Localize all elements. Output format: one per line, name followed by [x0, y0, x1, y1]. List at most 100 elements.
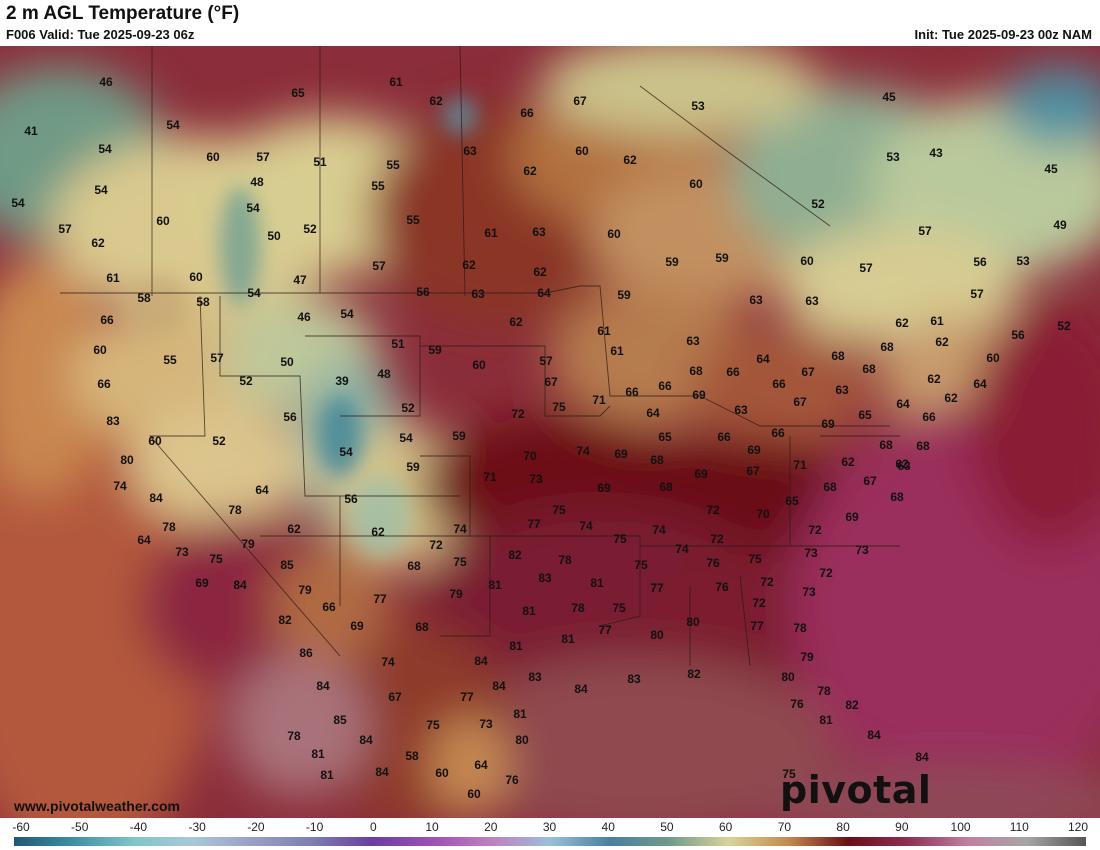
temperature-value: 74 [579, 519, 593, 533]
temperature-value: 59 [617, 288, 631, 302]
temperature-value: 71 [592, 393, 606, 407]
temperature-value: 78 [793, 621, 807, 635]
temperature-value: 63 [463, 144, 477, 158]
temperature-value: 75 [613, 532, 627, 546]
colorbar-tick-label: -30 [188, 820, 206, 834]
temperature-map[interactable]: 46 41 54 54 54 57 62 65 61 62 54 60 57 51 55 48 55 54 60 55… [0, 46, 1100, 818]
colorbar-tick-label: 80 [836, 820, 850, 834]
temperature-value: 82 [687, 667, 701, 681]
temperature-value: 74 [652, 523, 666, 537]
temperature-value: 78 [817, 684, 831, 698]
temperature-value: 45 [1044, 162, 1058, 176]
temperature-value: 54 [246, 201, 260, 215]
temperature-value: 80 [781, 670, 795, 684]
temperature-value: 53 [691, 99, 705, 113]
temperature-value: 68 [689, 364, 703, 378]
temperature-value: 72 [760, 575, 774, 589]
temperature-value: 52 [1057, 319, 1071, 333]
temperature-value: 73 [855, 543, 869, 557]
temperature-value: 62 [841, 455, 855, 469]
temperature-value: 50 [267, 229, 281, 243]
temperature-value: 75 [782, 767, 796, 781]
colorbar-tick-label: 70 [777, 820, 792, 834]
temperature-value: 79 [800, 650, 814, 664]
temperature-value: 62 [895, 316, 909, 330]
colorbar-tick-label: 20 [484, 820, 498, 834]
temperature-value: 60 [435, 766, 449, 780]
temperature-value: 62 [523, 164, 537, 178]
colorbar-tick-label: 110 [1009, 820, 1029, 834]
temperature-value: 57 [970, 287, 984, 301]
temperature-value: 46 [99, 75, 113, 89]
temperature-value: 45 [882, 90, 896, 104]
temperature-value: 61 [610, 344, 624, 358]
temperature-value: 82 [278, 613, 292, 627]
temperature-value: 69 [845, 510, 859, 524]
temperature-value: 62 [927, 372, 941, 386]
temperature-value: 75 [748, 552, 762, 566]
temperature-value: 81 [320, 768, 334, 782]
temperature-value: 64 [973, 377, 987, 391]
temperature-value: 60 [472, 358, 486, 372]
temperature-value: 84 [915, 750, 929, 764]
temperature-value: 84 [492, 679, 506, 693]
temperature-value: 60 [148, 434, 162, 448]
temperature-value: 70 [756, 507, 770, 521]
temperature-value: 78 [162, 520, 176, 534]
temperature-value: 79 [449, 587, 463, 601]
temperature-value: 50 [280, 355, 294, 369]
temperature-value: 52 [212, 434, 226, 448]
temperature-value: 75 [426, 718, 440, 732]
temperature-value: 63 [805, 294, 819, 308]
temperature-value: 85 [333, 713, 347, 727]
temperature-value: 52 [239, 374, 253, 388]
temperature-value: 66 [322, 600, 336, 614]
temperature-value: 74 [675, 542, 689, 556]
temperature-value: 80 [650, 628, 664, 642]
temperature-value: 54 [94, 183, 108, 197]
temperature-value: 68 [659, 480, 673, 494]
colorbar-tick-label: -50 [71, 820, 89, 834]
temperature-value: 79 [298, 583, 312, 597]
temperature-value: 62 [371, 525, 385, 539]
init-time: Init: Tue 2025-09-23 00z NAM [914, 27, 1092, 42]
temperature-value: 58 [405, 749, 419, 763]
temperature-value: 69 [350, 619, 364, 633]
temperature-value: 62 [935, 335, 949, 349]
temperature-value: 52 [401, 401, 415, 415]
temperature-value: 69 [195, 576, 209, 590]
website-label[interactable]: www.pivotalweather.com [14, 798, 180, 814]
temperature-value: 84 [316, 679, 330, 693]
temperature-value: 62 [623, 153, 637, 167]
temperature-value: 63 [734, 403, 748, 417]
temperature-value: 68 [415, 620, 429, 634]
temperature-value: 68 [823, 480, 837, 494]
valid-time: F006 Valid: Tue 2025-09-23 06z [6, 27, 195, 42]
temperature-value: 66 [625, 385, 639, 399]
temperature-value: 66 [772, 377, 786, 391]
temperature-value: 77 [650, 581, 664, 595]
temperature-value: 81 [819, 713, 833, 727]
temperature-value: 60 [575, 144, 589, 158]
temperature-value: 39 [335, 374, 349, 388]
temperature-value: 66 [520, 106, 534, 120]
temperature-value: 54 [166, 118, 180, 132]
colorbar-tick-label: 120 [1067, 820, 1089, 834]
temperature-value: 84 [149, 491, 163, 505]
temperature-value: 54 [340, 307, 354, 321]
temperature-value: 83 [106, 414, 120, 428]
temperature-value: 73 [175, 545, 189, 559]
temperature-value: 60 [206, 150, 220, 164]
temperature-value: 81 [513, 707, 527, 721]
temperature-value: 86 [299, 646, 313, 660]
map-title: 2 m AGL Temperature (°F) [6, 3, 240, 24]
temperature-value: 59 [428, 343, 442, 357]
temperature-value: 69 [747, 443, 761, 457]
temperature-value: 69 [692, 388, 706, 402]
temperature-value: 65 [858, 408, 872, 422]
temperature-value: 43 [929, 146, 943, 160]
temperature-value: 60 [689, 177, 703, 191]
header: 2 m AGL Temperature (°F) F006 Valid: Tue… [0, 0, 1100, 46]
temperature-value: 83 [538, 571, 552, 585]
temperature-value: 72 [710, 532, 724, 546]
